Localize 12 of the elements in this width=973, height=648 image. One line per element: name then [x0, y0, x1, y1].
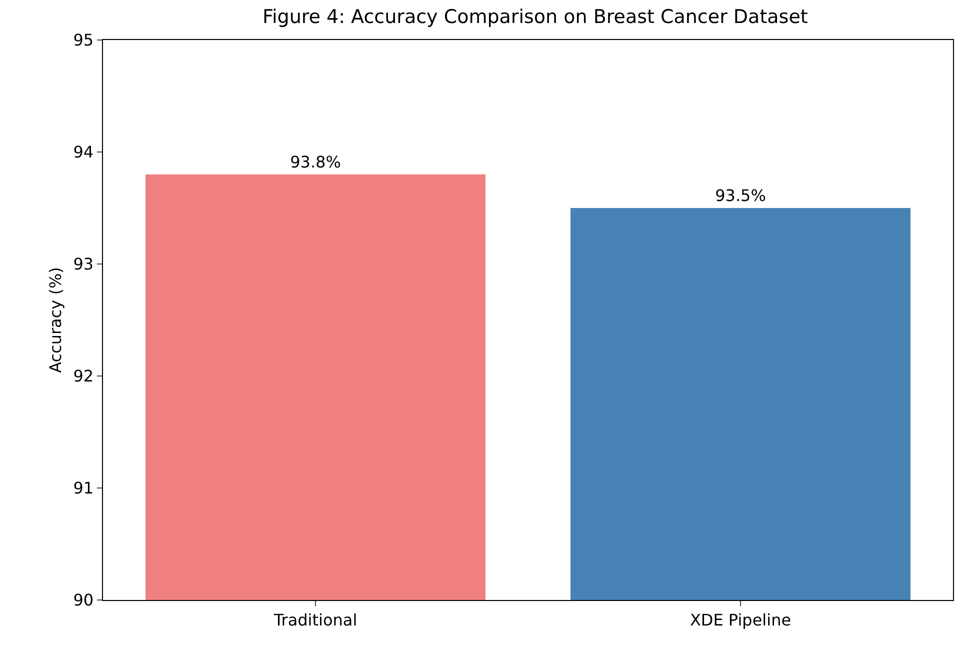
- y-tick-label: 94: [73, 142, 94, 162]
- chart-title: Figure 4: Accuracy Comparison on Breast Cancer Dataset: [262, 6, 808, 28]
- y-tick-label: 95: [73, 30, 94, 50]
- x-tick-label: Traditional: [272, 610, 358, 630]
- y-tick-label: 92: [73, 366, 94, 386]
- y-tick-label: 91: [73, 478, 94, 498]
- data-label: 93.5%: [715, 186, 766, 205]
- y-tick-label: 90: [73, 590, 94, 610]
- data-label: 93.8%: [290, 152, 341, 172]
- y-tick-label: 93: [73, 254, 94, 274]
- y-axis-title: Accuracy (%): [46, 267, 65, 373]
- x-tick-label: XDE Pipeline: [690, 610, 792, 630]
